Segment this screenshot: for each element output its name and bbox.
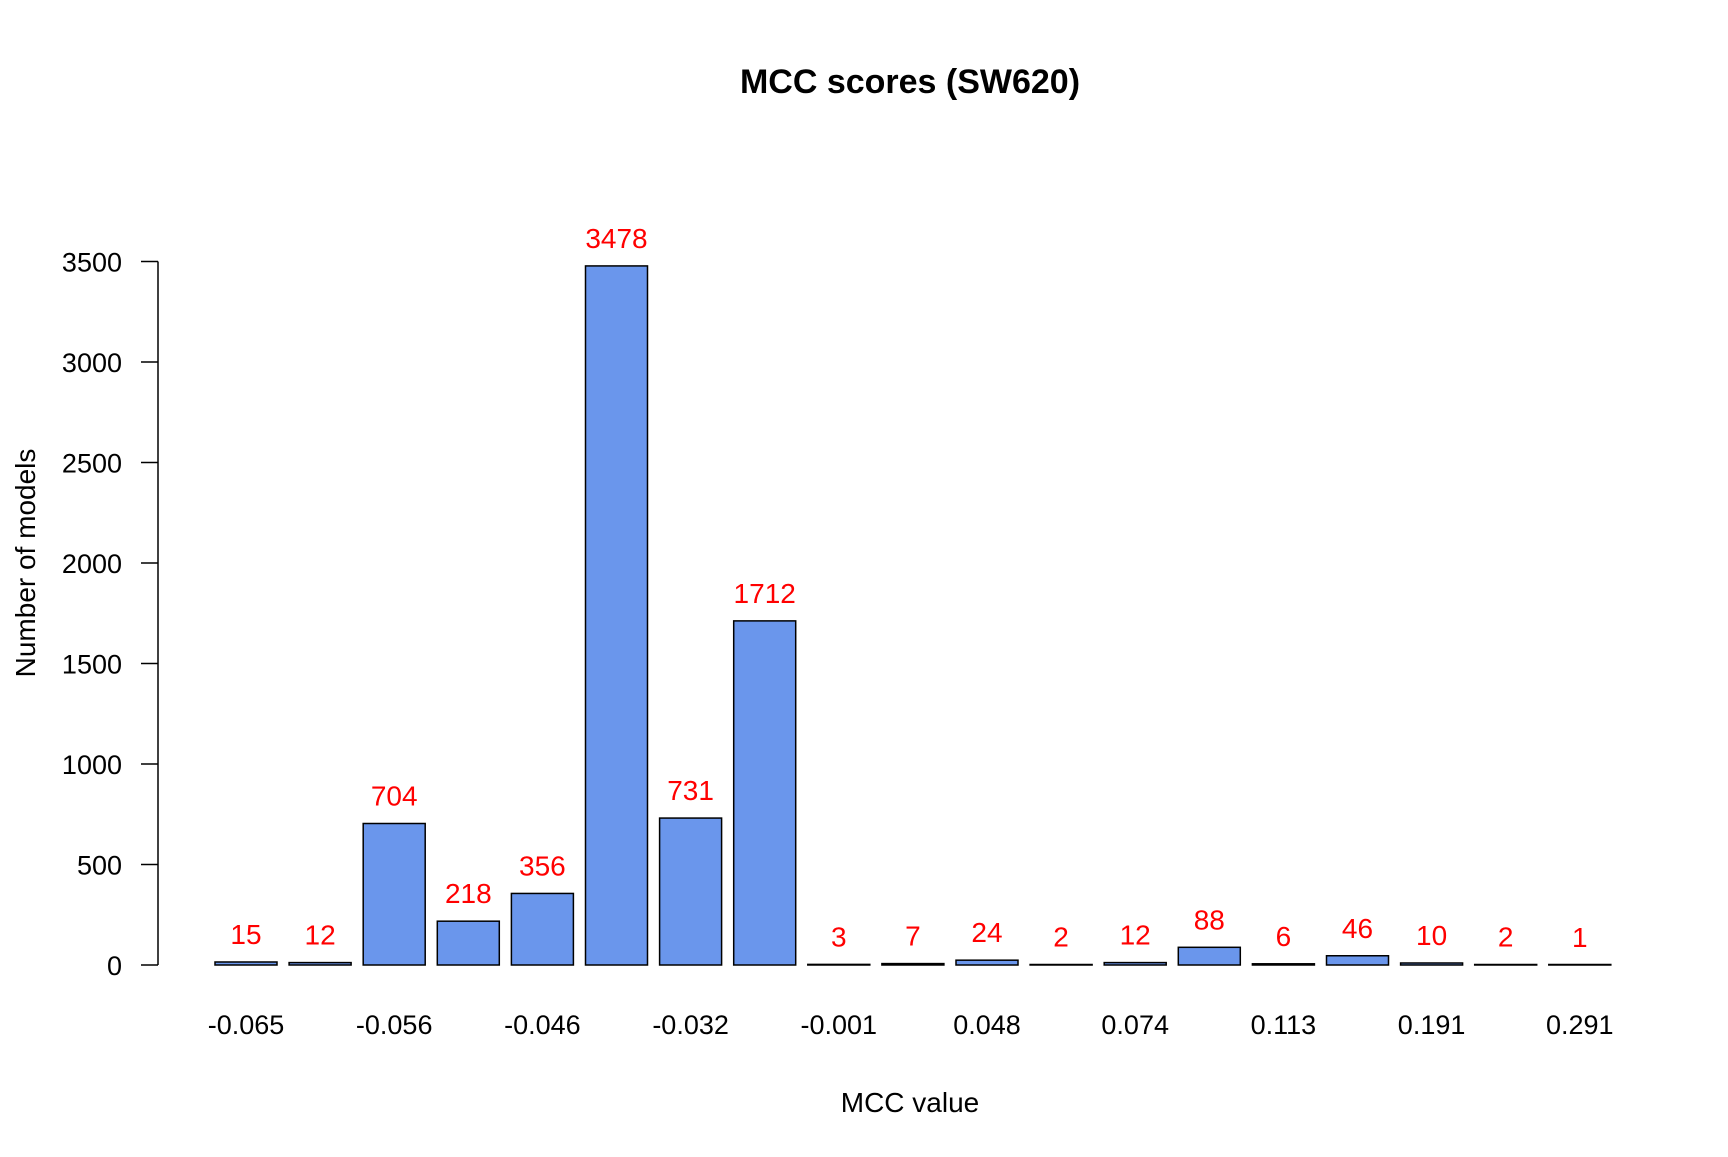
bar <box>214 961 278 966</box>
bar <box>1548 963 1612 966</box>
bar-value-label: 24 <box>971 917 1002 948</box>
bar-value-label: 731 <box>667 775 714 806</box>
x-tick-label: -0.056 <box>356 1010 433 1040</box>
chart-title: MCC scores (SW620) <box>740 63 1080 101</box>
y-tick-label: 2500 <box>62 449 122 479</box>
bar-value-label: 218 <box>445 878 492 909</box>
bar-value-label: 2 <box>1053 922 1069 953</box>
bar-value-label: 1 <box>1572 922 1588 953</box>
bar-value-label: 12 <box>305 920 336 951</box>
bar-value-label: 12 <box>1120 920 1151 951</box>
bar <box>1251 963 1316 966</box>
x-tick-label: -0.046 <box>504 1010 581 1040</box>
bar-value-label: 7 <box>905 921 921 952</box>
bar <box>510 892 575 966</box>
bar <box>732 620 797 966</box>
y-tick-label: 2000 <box>62 549 122 579</box>
bar-value-label: 2 <box>1498 922 1514 953</box>
x-tick-label: 0.291 <box>1546 1010 1614 1040</box>
x-tick-label: -0.065 <box>208 1010 285 1040</box>
bar-value-label: 704 <box>371 780 418 811</box>
bar-value-label: 6 <box>1276 921 1292 952</box>
x-tick-label: -0.001 <box>801 1010 878 1040</box>
bar-value-label: 3478 <box>585 223 647 254</box>
bar <box>1325 955 1390 966</box>
bar-value-label: 46 <box>1342 913 1373 944</box>
bar <box>436 920 501 966</box>
x-tick-labels-group: -0.065 -0.056 -0.046 -0.032 -0.001 0.048 0.074… <box>208 1010 1614 1040</box>
bar <box>362 822 426 966</box>
x-tick-label: -0.032 <box>652 1010 729 1040</box>
bar <box>1103 961 1167 966</box>
bar-value-label: 3 <box>831 921 847 952</box>
y-tick-label: 1500 <box>62 650 122 680</box>
x-axis-title: MCC value <box>841 1087 979 1118</box>
bar-value-label: 15 <box>230 919 261 950</box>
bar <box>288 961 352 966</box>
bar-labels-group: 15 12 704 218 356 3478 731 1712 3 7 24 2 12 88 6 46 10 2 1 <box>230 223 1587 953</box>
x-tick-label: 0.191 <box>1398 1010 1466 1040</box>
y-tick-label: 0 <box>107 951 122 981</box>
x-tick-label: 0.074 <box>1101 1010 1169 1040</box>
bar <box>1177 946 1242 966</box>
y-tick-label: 500 <box>77 851 122 881</box>
bar-value-label: 1712 <box>734 578 796 609</box>
bar <box>584 265 649 966</box>
bar-value-label: 356 <box>519 850 566 881</box>
y-axis: 0 500 1000 1500 2000 2500 3000 3500 <box>62 248 159 981</box>
y-tick-label: 1000 <box>62 750 122 780</box>
x-tick-label: 0.048 <box>953 1010 1021 1040</box>
y-tick-label: 3000 <box>62 348 122 378</box>
y-axis-title: Number of models <box>10 449 41 678</box>
bar <box>881 962 945 966</box>
bar <box>1473 963 1538 966</box>
bars-group <box>214 265 1612 966</box>
bar-value-label: 88 <box>1194 904 1225 935</box>
x-tick-label: 0.113 <box>1251 1010 1317 1040</box>
bar <box>1399 962 1464 966</box>
bar <box>1029 963 1093 966</box>
bar <box>955 959 1019 966</box>
bar-value-label: 10 <box>1416 920 1447 951</box>
bar <box>807 963 871 966</box>
bar <box>658 817 723 966</box>
y-tick-label: 3500 <box>62 248 122 278</box>
